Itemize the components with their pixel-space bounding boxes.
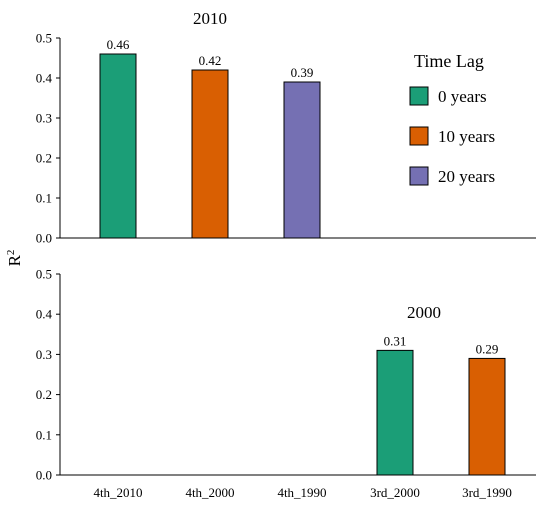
y-tick-label: 0.0 xyxy=(36,231,52,246)
legend-title: Time Lag xyxy=(414,51,484,71)
x-axis-ticks: 4th_2010 4th_2000 4th_1990 3rd_2000 3rd_1990 xyxy=(93,485,511,500)
legend-swatch xyxy=(409,166,429,186)
chart-panels: 0.0 0.1 0.2 0.3 0.4 0.5 2010 0.46 0.42 0.39 0.0 0.1… xyxy=(36,9,536,500)
y-axis-label-superscript: 2 xyxy=(5,250,17,256)
legend: Time Lag 0 years 10 years 20 years xyxy=(409,51,495,186)
y-tick-label: 0.4 xyxy=(36,307,53,322)
bar-3rd_2000 xyxy=(376,349,414,476)
y-tick-label: 0.2 xyxy=(36,151,52,166)
y-tick-label: 0.3 xyxy=(36,111,52,126)
y-axis-label: R2 xyxy=(5,250,24,267)
bar-3rd_1990 xyxy=(468,357,506,476)
y-tick-label: 0.2 xyxy=(36,387,52,402)
data-label-4th_2010: 0.46 xyxy=(107,37,130,52)
data-label-3rd_1990: 0.29 xyxy=(476,341,499,356)
legend-label: 0 years xyxy=(438,87,487,106)
legend-item: 10 years xyxy=(409,126,495,146)
data-label-4th_2000: 0.42 xyxy=(199,53,222,68)
bar-4th_2000 xyxy=(191,69,229,239)
y-tick-label: 0.5 xyxy=(36,31,52,46)
bar-4th_1990 xyxy=(283,81,321,239)
panel-2010: 0.0 0.1 0.2 0.3 0.4 0.5 2010 0.46 0.42 0.39 xyxy=(36,9,536,246)
x-tick-label: 3rd_1990 xyxy=(462,485,512,500)
y-tick-label: 0.0 xyxy=(36,468,52,483)
y-tick-label: 0.5 xyxy=(36,267,52,282)
y-tick-label: 0.4 xyxy=(36,71,53,86)
data-label-4th_1990: 0.39 xyxy=(291,65,314,80)
bar-4th_2010 xyxy=(99,53,137,239)
legend-label: 10 years xyxy=(438,127,495,146)
legend-item: 0 years xyxy=(409,86,487,106)
x-tick-label: 4th_2000 xyxy=(185,485,234,500)
x-tick-label: 3rd_2000 xyxy=(370,485,420,500)
x-tick-label: 4th_2010 xyxy=(93,485,142,500)
y-tick-label: 0.1 xyxy=(36,191,52,206)
y-tick-label: 0.1 xyxy=(36,427,52,442)
panel-title: 2000 xyxy=(407,303,441,322)
legend-swatch xyxy=(409,126,429,146)
legend-item: 20 years xyxy=(409,166,495,186)
y-axis-label-main: R xyxy=(5,254,24,266)
legend-label: 20 years xyxy=(438,167,495,186)
y-tick-label: 0.3 xyxy=(36,347,52,362)
data-label-3rd_2000: 0.31 xyxy=(384,333,407,348)
x-tick-label: 4th_1990 xyxy=(277,485,326,500)
legend-swatch xyxy=(409,86,429,106)
panel-title: 2010 xyxy=(193,9,227,28)
